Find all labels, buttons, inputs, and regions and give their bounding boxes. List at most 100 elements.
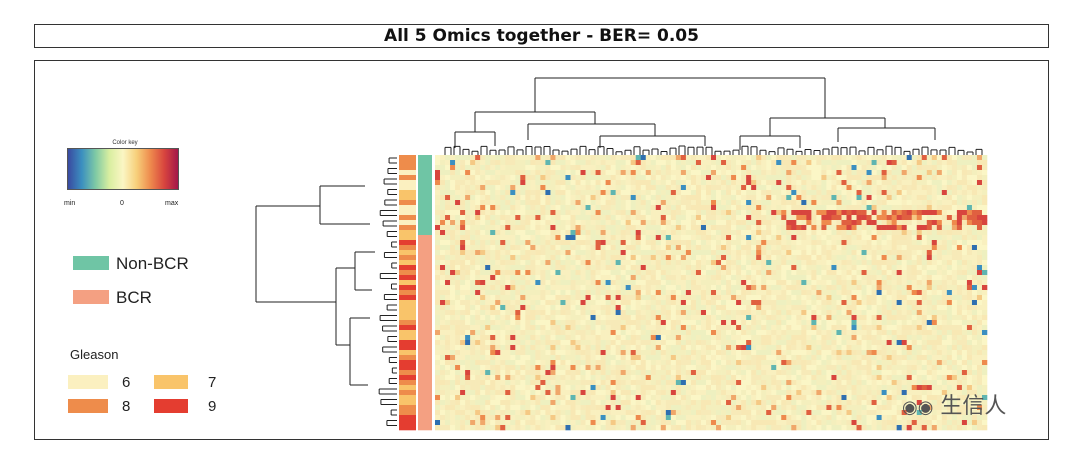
group-annotation-cell (418, 280, 432, 286)
heatmap-cell (831, 190, 837, 196)
heatmap-cell (736, 215, 742, 221)
heatmap-cell (525, 235, 531, 241)
heatmap-cell (771, 205, 777, 211)
heatmap-cell (836, 175, 842, 181)
heatmap-cell (716, 365, 722, 371)
gleason-annotation-cell (399, 385, 416, 391)
heatmap-cell (605, 165, 611, 171)
gleason-annotation-cell (399, 250, 416, 256)
heatmap-cell (766, 290, 772, 296)
heatmap-cell (630, 260, 637, 266)
heatmap-cell (736, 345, 742, 351)
heatmap-cell (931, 205, 938, 211)
heatmap-cell (670, 250, 677, 256)
heatmap-cell (881, 190, 887, 196)
heatmap-cell (510, 245, 516, 251)
heatmap-cell (916, 350, 923, 356)
heatmap-cell (971, 160, 978, 166)
heatmap-cell (766, 245, 772, 251)
heatmap-cell (721, 360, 727, 366)
heatmap-cell (675, 190, 682, 196)
heatmap-cell (761, 185, 767, 191)
heatmap-cell (600, 305, 606, 311)
heatmap-cell (861, 285, 867, 291)
heatmap-cell (971, 155, 978, 161)
heatmap-cell (580, 290, 586, 296)
heatmap-cell (450, 220, 456, 226)
heatmap-cell (690, 360, 697, 366)
heatmap-cell (460, 290, 466, 296)
heatmap-cell (841, 340, 847, 346)
heatmap-cell (746, 265, 752, 271)
heatmap-cell (540, 155, 546, 161)
heatmap-cell (630, 175, 637, 181)
heatmap-cell (610, 265, 616, 271)
heatmap-cell (435, 290, 441, 296)
heatmap-cell (510, 190, 516, 196)
heatmap-cell (480, 175, 486, 181)
column-dendrogram-leaf (813, 149, 821, 155)
heatmap-cell (871, 220, 877, 226)
heatmap-cell (500, 160, 506, 166)
heatmap-cell (751, 225, 757, 231)
heatmap-cell (435, 355, 441, 361)
heatmap-cell (956, 275, 963, 281)
heatmap-cell (595, 370, 601, 376)
heatmap-cell (726, 345, 732, 351)
heatmap-cell (821, 290, 827, 296)
heatmap-cell (861, 250, 867, 256)
heatmap-cell (620, 340, 626, 346)
heatmap-cell (916, 280, 923, 286)
heatmap-cell (705, 220, 712, 226)
heatmap-cell (610, 155, 616, 161)
heatmap-cell (716, 250, 722, 256)
heatmap-cell (846, 345, 852, 351)
heatmap-cell (680, 210, 687, 216)
heatmap-cell (916, 200, 923, 206)
heatmap-cell (836, 315, 842, 321)
heatmap-cell (585, 365, 591, 371)
heatmap-cell (906, 190, 913, 196)
heatmap-cell (731, 170, 737, 176)
heatmap-cell (801, 320, 807, 326)
heatmap-cell (921, 330, 928, 336)
heatmap-cell (711, 220, 717, 226)
heatmap-cell (976, 210, 983, 216)
heatmap-cell (670, 155, 677, 161)
column-dendrogram-leaf (822, 148, 830, 155)
heatmap-cell (495, 340, 501, 346)
heatmap-cell (660, 230, 667, 236)
heatmap-cell (510, 215, 516, 221)
heatmap-cell (500, 260, 506, 266)
heatmap-cell (535, 330, 541, 336)
heatmap-cell (575, 335, 581, 341)
heatmap-cell (966, 185, 973, 191)
heatmap-cell (911, 255, 918, 261)
heatmap-cell (941, 320, 948, 326)
group-annotation-cell (418, 370, 432, 376)
heatmap-cell (731, 330, 737, 336)
heatmap-cell (851, 345, 857, 351)
column-dendrogram-leaf (849, 146, 857, 155)
heatmap-cell (705, 340, 712, 346)
heatmap-cell (771, 320, 777, 326)
heatmap-cell (816, 215, 822, 221)
heatmap-cell (876, 245, 882, 251)
heatmap-cell (731, 250, 737, 256)
heatmap-cell (761, 200, 767, 206)
heatmap-cell (615, 255, 621, 261)
heatmap-cell (460, 230, 466, 236)
heatmap-cell (555, 355, 561, 361)
heatmap-cell (821, 330, 827, 336)
heatmap-cell (595, 250, 601, 256)
heatmap-cell (445, 270, 451, 276)
heatmap-cell (791, 265, 797, 271)
heatmap-cell (485, 250, 491, 256)
heatmap-cell (445, 360, 451, 366)
heatmap-cell (961, 210, 968, 216)
heatmap-cell (455, 200, 461, 206)
column-dendrogram-leaf (696, 146, 704, 155)
heatmap-cell (645, 340, 652, 346)
heatmap-cell (645, 320, 652, 326)
heatmap-cell (700, 345, 707, 351)
